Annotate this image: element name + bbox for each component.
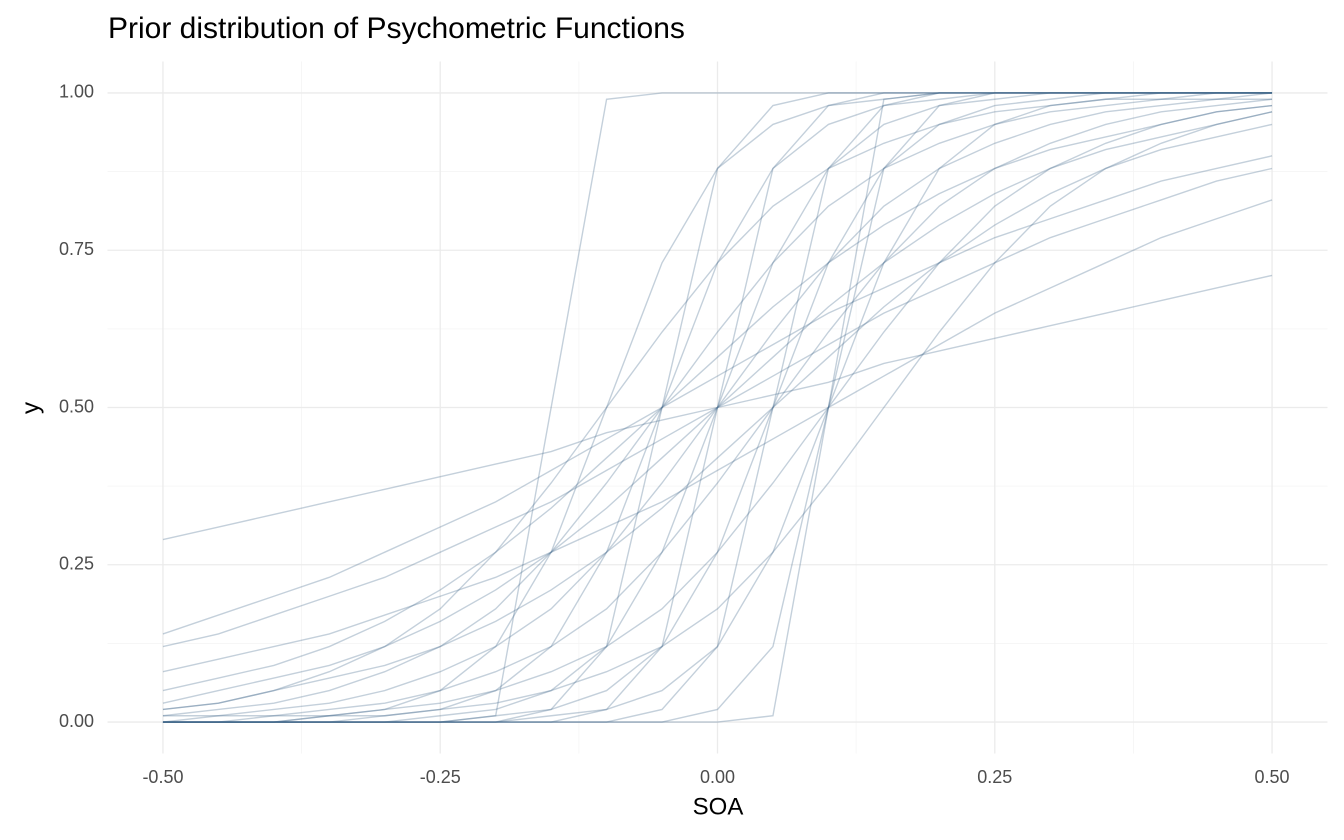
curve	[162, 155, 1273, 635]
curve	[162, 199, 1273, 673]
lines	[162, 92, 1273, 723]
curve	[162, 92, 1273, 723]
curve	[162, 111, 1273, 723]
x-tick-label: -0.25	[420, 767, 461, 787]
x-tick-label: 0.00	[700, 767, 735, 787]
curve	[162, 92, 1273, 723]
curve	[162, 111, 1273, 704]
curve	[162, 92, 1273, 723]
curve	[162, 98, 1273, 717]
y-tick-label: 0.25	[59, 554, 94, 574]
curve	[162, 92, 1273, 723]
curve	[162, 92, 1273, 723]
x-tick-label: -0.50	[142, 767, 183, 787]
y-tick-label: 0.00	[59, 711, 94, 731]
x-tick-label: 0.50	[1255, 767, 1290, 787]
curve	[162, 92, 1273, 723]
curve	[162, 92, 1273, 723]
curve	[162, 104, 1273, 692]
y-tick-label: 0.75	[59, 239, 94, 259]
curve	[162, 92, 1273, 717]
curve	[162, 92, 1273, 711]
curve	[162, 92, 1273, 723]
x-tick-label: 0.25	[977, 767, 1012, 787]
curve	[162, 92, 1273, 723]
y-tick-label: 1.00	[59, 82, 94, 102]
curve	[162, 92, 1273, 723]
curve	[162, 123, 1273, 711]
grid	[107, 61, 1328, 754]
curve	[162, 167, 1273, 648]
curve	[162, 98, 1273, 723]
curve	[162, 104, 1273, 723]
curve	[162, 274, 1273, 541]
y-tick-label: 0.50	[59, 396, 94, 416]
y-axis-title: y	[17, 402, 44, 414]
chart-title: Prior distribution of Psychometric Funct…	[108, 12, 685, 45]
x-axis-title: SOA	[693, 793, 744, 820]
curve	[162, 92, 1273, 723]
